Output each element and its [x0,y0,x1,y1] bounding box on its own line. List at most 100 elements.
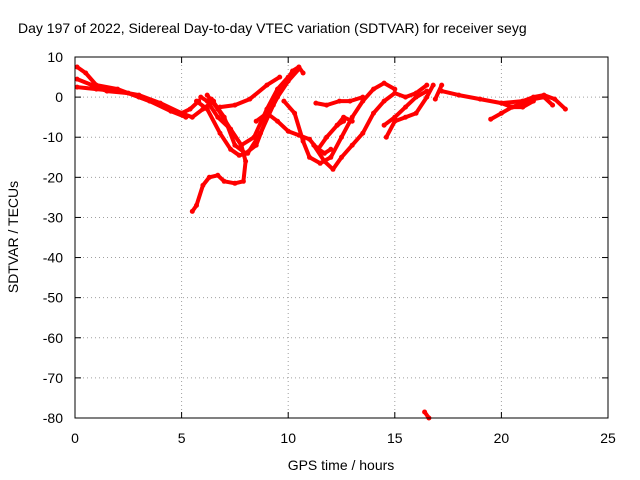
series-line [433,83,444,102]
data-point [341,114,347,120]
data-point [206,174,212,180]
data-point [194,202,199,208]
data-point [240,178,246,184]
data-point [215,114,221,120]
data-point [328,146,334,152]
data-point [432,96,438,102]
data-point [189,114,195,120]
series-track-16 [381,88,430,128]
data-point [456,92,462,98]
data-point [413,94,419,100]
data-point [247,96,253,102]
series-track-20 [498,98,536,110]
data-point [424,82,430,88]
series-track-7 [204,74,291,148]
y-tick-label: -50 [43,290,63,306]
data-point [498,100,504,106]
data-point [509,104,515,110]
data-point [347,98,353,104]
data-point [371,86,376,92]
data-point [392,114,398,120]
data-point [324,102,330,108]
data-point [541,94,547,100]
data-point [292,110,298,116]
data-point [360,130,366,136]
data-point [232,180,238,186]
data-point [413,110,419,116]
data-point [381,122,387,128]
data-point [187,106,193,112]
data-point [383,134,389,140]
series-line [499,99,536,110]
series-track-2 [74,76,189,120]
data-point [562,106,568,112]
data-point [115,88,121,94]
data-point [403,94,408,100]
data-point [360,98,366,104]
data-point [275,94,280,100]
series-track-14 [334,114,355,128]
series-track-3 [74,84,217,120]
data-point [238,142,244,148]
y-tick-label: -70 [43,370,63,386]
data-point [530,98,536,104]
data-point [204,106,210,112]
data-point [251,134,257,140]
x-tick-label: 5 [178,430,186,446]
data-point [488,116,494,122]
series-track-9 [253,110,334,156]
y-tick-label: -40 [43,250,63,266]
series-line [205,75,291,148]
x-axis-label: GPS time / hours [288,457,395,473]
data-point [339,154,344,160]
data-point [296,66,302,72]
data-point [371,110,376,116]
data-point [285,128,291,134]
data-point [330,166,336,172]
data-point [243,150,249,156]
data-point [243,158,249,164]
data-point [313,100,319,106]
data-point [334,122,340,128]
data-point [200,182,206,188]
data-point [74,76,80,82]
y-tick-label: -30 [43,209,63,225]
data-point [321,158,327,164]
y-tick-label: -80 [43,410,63,426]
y-tick-label: -10 [43,129,63,145]
data-point [477,96,483,102]
plot-frame [74,56,609,419]
data-point [422,409,428,415]
data-point [179,110,185,116]
data-point [307,154,312,160]
series-track-12 [313,94,366,108]
data-point [157,100,163,106]
data-point [232,142,238,148]
data-point [424,88,430,94]
data-point [381,98,387,104]
series-line [75,85,216,120]
series-track-8 [217,74,283,110]
data-point [136,92,142,98]
data-point [228,126,234,132]
data-point [275,118,280,124]
y-axis-label: SDTVAR / TECUs [5,181,21,293]
chart-title: Day 197 of 2022, Sidereal Day-to-day VTE… [18,20,527,36]
data-point [307,136,312,142]
data-point [311,142,317,148]
data-point [349,118,355,124]
data-point [392,90,398,96]
data-point [321,150,327,156]
data-point [552,96,558,102]
series-line [316,119,346,152]
y-tick-label: 0 [55,89,63,105]
data-point [324,134,330,140]
data-point [403,104,408,110]
data-point [217,104,223,110]
data-point [228,146,234,152]
data-point [93,86,99,92]
data-point [339,134,344,140]
data-point [215,172,221,178]
data-point [439,88,445,94]
data-point [264,106,270,112]
